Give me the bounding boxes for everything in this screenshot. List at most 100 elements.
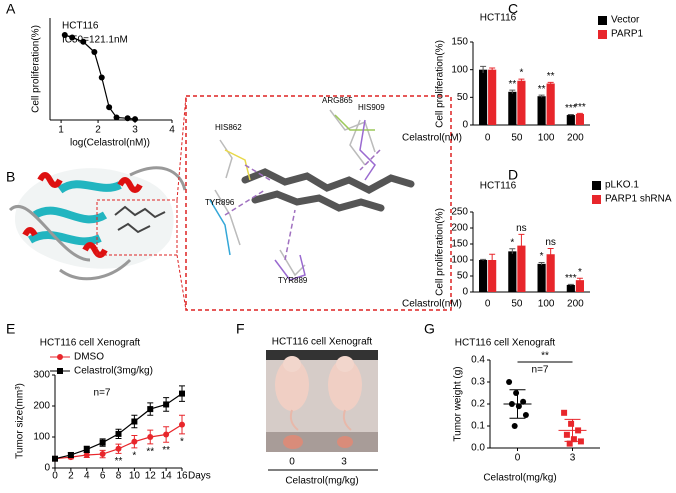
y-tick-label: 0.0 — [471, 443, 485, 454]
y-axis-label: Tumor size(mm³) — [15, 383, 26, 459]
error-bar — [509, 89, 516, 94]
bar — [546, 83, 555, 125]
data-point — [106, 104, 113, 111]
bar — [517, 245, 526, 292]
bar — [537, 96, 546, 125]
significance-label: * — [578, 267, 582, 278]
error-bar — [489, 253, 496, 266]
y-tick-label: 150 — [451, 37, 468, 48]
chart-title: HCT116 cell Xenograft — [40, 338, 141, 349]
x-axis-label: Days — [188, 471, 211, 482]
residue-label: ARG865 — [322, 96, 353, 105]
significance-label: ** — [508, 79, 516, 90]
error-bar — [538, 94, 545, 98]
data-point — [147, 406, 154, 413]
x-axis-label: log(Celastrol(nM)) — [70, 138, 150, 149]
data-point — [115, 445, 122, 452]
data-point — [511, 423, 518, 429]
data-point — [513, 390, 520, 396]
error-bar — [489, 67, 496, 72]
photo-title: HCT116 cell Xenograft — [272, 337, 373, 348]
y-tick-label: 100 — [451, 255, 468, 266]
x-tick-label: 0 — [485, 133, 491, 144]
y-tick-label: 250 — [451, 207, 468, 218]
bar — [479, 69, 488, 125]
legend-label: Celastrol(3mg/kg) — [74, 366, 153, 377]
panel-label: A — [6, 1, 16, 17]
x-tick-label: 50 — [511, 299, 523, 310]
significance-label: ** — [115, 456, 123, 467]
y-axis-label: Tumor weight (g) — [453, 366, 464, 441]
error-bar — [538, 262, 545, 266]
x-axis-label: Celastrol(nM) — [402, 133, 462, 144]
protein-structure — [8, 95, 452, 311]
legend-swatch — [592, 181, 601, 190]
data-point — [570, 436, 577, 443]
data-point — [506, 379, 513, 385]
significance-label: * — [510, 237, 514, 248]
legend-marker — [57, 354, 63, 360]
x-axis-label: Celastrol(mg/kg) — [483, 473, 556, 484]
x-tick-label: 8 — [116, 471, 122, 482]
data-point — [61, 32, 68, 38]
x-tick-label: 200 — [567, 133, 584, 144]
residue-label: HIS862 — [215, 123, 242, 132]
data-point — [99, 439, 106, 446]
bar — [479, 260, 488, 292]
data-point — [52, 455, 58, 462]
data-point — [147, 434, 154, 440]
data-point — [83, 451, 90, 458]
data-point — [131, 418, 138, 425]
note: n=7 — [532, 365, 549, 376]
data-point — [561, 409, 568, 416]
y-tick-label: 150 — [451, 239, 468, 250]
significance-label: * — [540, 251, 544, 262]
legend-marker — [57, 368, 63, 374]
data-point — [522, 412, 529, 418]
data-point — [67, 451, 74, 458]
data-point — [577, 438, 584, 445]
data-point — [179, 390, 185, 397]
x-tick-label: 10 — [129, 471, 141, 482]
x-tick-label: 3 — [570, 453, 576, 464]
x-tick-label: 200 — [567, 299, 584, 310]
data-point — [91, 49, 98, 55]
data-point — [163, 431, 170, 438]
legend-label: PARP1 shRNA — [605, 194, 672, 205]
error-bar — [509, 389, 526, 419]
error-bar — [564, 418, 581, 442]
error-bar — [547, 81, 554, 85]
y-axis-label: Cell proliferation(%) — [435, 40, 446, 128]
data-point — [568, 420, 575, 427]
x-tick-label: 100 — [538, 133, 555, 144]
data-point — [80, 38, 87, 45]
y-tick-label: 100 — [33, 432, 50, 443]
significance-label: ** — [162, 445, 170, 456]
data-point — [113, 114, 120, 121]
y-tick-label: 100 — [451, 64, 468, 75]
y-tick-label: 50 — [457, 271, 469, 282]
x-tick-label: 0 — [485, 299, 491, 310]
x-axis-label: Celastrol(mg/kg) — [285, 476, 358, 487]
residue-label: TYR889 — [278, 276, 308, 285]
x-tick-label: 50 — [511, 133, 523, 144]
x-tick-label: 1 — [58, 125, 64, 136]
significance-label: * — [180, 437, 184, 448]
data-point — [69, 34, 76, 41]
significance-label: ** — [541, 351, 549, 362]
x-tick-label: 16 — [176, 471, 188, 482]
xenograft-photo — [266, 350, 378, 452]
chart-title: HCT116 — [480, 181, 517, 192]
y-tick-label: 50 — [457, 92, 469, 103]
significance-label: *** — [565, 103, 577, 114]
x-tick-label: 2 — [68, 471, 74, 482]
x-tick-label: 3 — [132, 125, 138, 136]
dose-label: 3 — [341, 457, 347, 468]
x-tick-label: 14 — [161, 471, 173, 482]
data-point — [132, 116, 139, 123]
error-bar — [576, 112, 583, 115]
bar — [566, 284, 575, 292]
chart-title: HCT116 — [480, 13, 517, 24]
error-bar — [567, 283, 574, 286]
